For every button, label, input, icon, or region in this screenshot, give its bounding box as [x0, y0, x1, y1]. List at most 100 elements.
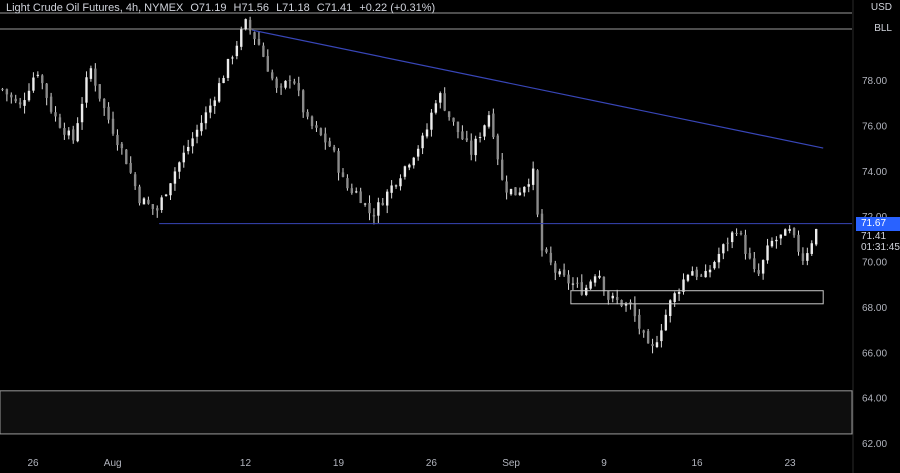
- candle: [792, 227, 796, 238]
- candle: [496, 133, 499, 166]
- candle: [355, 187, 358, 194]
- candle-body: [722, 244, 725, 254]
- candle-body: [523, 186, 526, 193]
- support-range-box[interactable]: [570, 290, 824, 305]
- candle: [611, 292, 614, 303]
- candle: [164, 193, 168, 197]
- candle: [226, 58, 230, 82]
- candle-body: [748, 253, 752, 259]
- candle-body: [739, 233, 743, 235]
- drawing-layer[interactable]: [159, 29, 852, 305]
- candle-body: [63, 128, 66, 135]
- candle: [757, 263, 760, 277]
- candle-body: [67, 130, 70, 136]
- candle: [633, 296, 637, 322]
- candle-body: [394, 185, 398, 187]
- candle: [487, 111, 491, 129]
- candle-body: [487, 115, 491, 127]
- candle: [814, 228, 818, 247]
- candle: [368, 195, 371, 221]
- symbol-title[interactable]: Light Crude Oil Futures, 4h, NYMEX: [6, 2, 184, 14]
- symbol-legend[interactable]: Light Crude Oil Futures, 4h, NYMEX O71.1…: [6, 2, 439, 14]
- candle: [593, 274, 597, 287]
- candle-body: [562, 269, 566, 276]
- candle-body: [496, 135, 499, 160]
- candle-body: [182, 152, 185, 163]
- candle: [576, 277, 579, 288]
- candle: [514, 187, 517, 196]
- candle-body: [664, 314, 668, 331]
- candle-body: [120, 143, 124, 149]
- candle: [447, 111, 451, 121]
- candle: [271, 69, 274, 81]
- price-tick-label: 62.00: [862, 439, 887, 450]
- candle: [536, 169, 539, 218]
- candle: [111, 111, 115, 136]
- candle: [262, 42, 265, 58]
- candle: [301, 89, 305, 118]
- unit-badge[interactable]: BLL: [874, 23, 892, 34]
- candle: [297, 76, 300, 97]
- candle-body: [178, 162, 181, 172]
- candle: [381, 198, 384, 206]
- candle-body: [620, 300, 623, 307]
- candle: [708, 265, 712, 278]
- candle-body: [465, 138, 469, 141]
- candle: [735, 228, 738, 236]
- candle-body: [540, 213, 544, 251]
- last-price-tag: 71.41 01:31:45: [856, 230, 900, 255]
- candle: [390, 180, 393, 199]
- candle-body: [10, 94, 13, 98]
- candle-body: [284, 80, 287, 88]
- descending-trendline[interactable]: [252, 29, 824, 149]
- ohlc-close: C71.41: [316, 2, 353, 14]
- candle-body: [638, 314, 641, 329]
- candle-body: [408, 164, 411, 168]
- candle: [310, 115, 314, 130]
- candle: [107, 102, 110, 124]
- time-axis[interactable]: 26 Aug 12 19 26 Sep 9 16 23: [27, 458, 796, 469]
- candle-body: [514, 187, 517, 196]
- candle: [125, 149, 128, 165]
- price-tick-label: 68.00: [862, 303, 887, 314]
- candle: [306, 109, 309, 120]
- candle: [231, 55, 234, 65]
- candle-body: [686, 274, 690, 281]
- candle-body: [421, 135, 424, 149]
- candle-body: [713, 262, 716, 269]
- candle-body: [257, 38, 261, 45]
- candle-body: [32, 77, 35, 91]
- candle-body: [726, 242, 729, 244]
- candle: [200, 115, 203, 136]
- candle: [403, 165, 407, 180]
- candle: [443, 87, 446, 112]
- price-axis[interactable]: 62.0064.0066.0068.0070.0072.0074.0076.00…: [862, 76, 887, 450]
- candle: [571, 277, 575, 291]
- candle: [478, 132, 482, 143]
- candle-body: [217, 83, 221, 102]
- candle: [147, 196, 150, 205]
- time-tick-label: 26: [426, 458, 438, 469]
- candle: [470, 133, 473, 161]
- candle-body: [779, 234, 783, 239]
- candle: [319, 127, 323, 137]
- candle: [275, 76, 278, 93]
- candle-body: [319, 128, 323, 136]
- candle: [806, 247, 809, 266]
- candle-body: [673, 293, 676, 302]
- candle: [607, 290, 610, 305]
- candle-body: [147, 199, 150, 204]
- candle-body: [633, 303, 637, 317]
- candle: [386, 189, 389, 214]
- candle: [629, 299, 632, 310]
- candle-body: [602, 276, 606, 292]
- candle: [439, 91, 442, 109]
- candle-body: [646, 331, 650, 344]
- candle: [129, 156, 132, 174]
- candle-body: [248, 19, 252, 31]
- candle-body: [85, 77, 88, 103]
- currency-badge[interactable]: USD: [870, 2, 892, 13]
- candle: [266, 49, 270, 72]
